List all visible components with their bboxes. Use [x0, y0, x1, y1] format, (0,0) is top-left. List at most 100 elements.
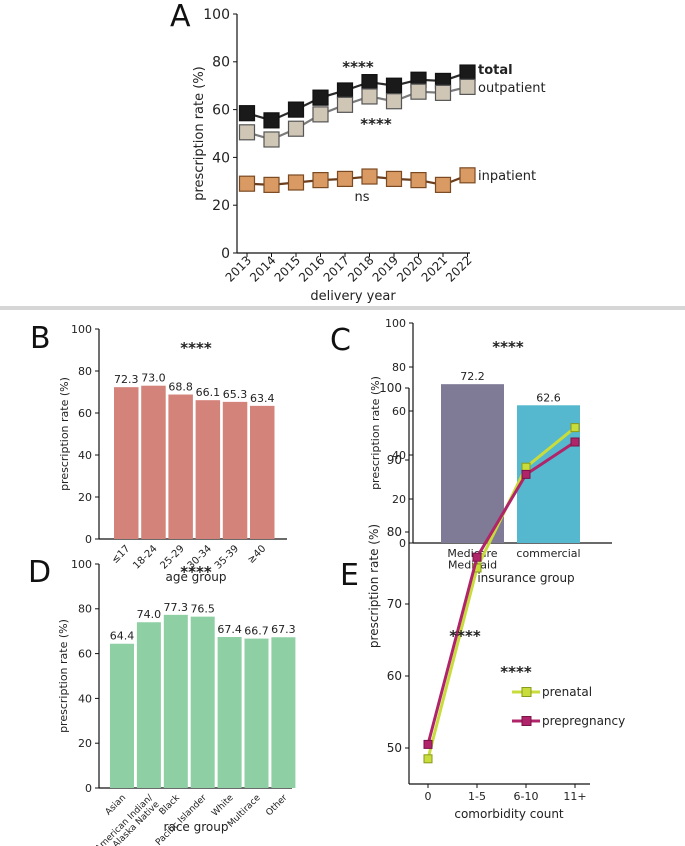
panel-a-x-tick-label: 2014: [247, 253, 278, 284]
panel-a-marker-outpatient: [263, 131, 280, 148]
panel-e-annotation: ****: [500, 663, 532, 681]
panel-a-marker-outpatient: [459, 78, 476, 95]
panel-d-data-label: 67.3: [271, 623, 296, 636]
panel-e-x-axis-label: comorbidity count: [454, 807, 564, 821]
panel-e-marker-prepregnancy: [472, 552, 482, 562]
panel-d-y-tick-label: 100: [71, 558, 92, 571]
panel-a-y-tick-label: 20: [212, 198, 230, 214]
panel-a-annotation: ****: [360, 115, 392, 133]
panel-e-legend-marker-prepregnancy: [521, 716, 532, 726]
panel-a-marker-inpatient: [361, 168, 378, 185]
panel-d-bar: [110, 643, 134, 788]
panel-letter-c: C: [330, 323, 351, 358]
panel-d-data-label: 67.4: [217, 623, 242, 636]
panel-d-x-tick-label: White: [210, 793, 236, 819]
panel-b-data-label: 66.1: [196, 386, 221, 399]
panel-letter-d: D: [28, 555, 51, 590]
panel-a-marker-inpatient: [238, 175, 256, 192]
panel-a-x-tick-label: 2018: [345, 253, 376, 284]
panel-c-annotation: ****: [492, 338, 524, 356]
panel-c-y-tick-label: 0: [399, 537, 406, 550]
panel-a-marker-outpatient: [336, 96, 354, 113]
panel-a-y-tick-label: 40: [212, 150, 230, 166]
panel-b-bar: [168, 394, 193, 539]
panel-c-y-tick-label: 80: [392, 361, 406, 374]
panel-b-data-label: 65.3: [223, 388, 248, 401]
panel-c-y-axis-label: prescription rate (%): [369, 376, 382, 490]
panel-d-bar: [271, 637, 296, 788]
panel-d-y-tick-label: 40: [78, 692, 92, 705]
panel-e-legend-marker-prenatal: [521, 687, 532, 697]
panel-a-x-tick-label: 2022: [443, 253, 474, 284]
panel-a-x-axis-label: delivery year: [310, 289, 396, 304]
panel-a-marker-inpatient: [336, 170, 354, 188]
panel-e-x-tick-label: 11+: [563, 790, 586, 803]
panel-e-annotation: ****: [449, 627, 481, 645]
panel-b-x-tick-label: ≥40: [246, 543, 269, 566]
panel-a-marker-total: [459, 64, 476, 81]
panel-a-line-inpatient: [246, 174, 468, 187]
panel-e-legend-label-prenatal: prenatal: [542, 685, 592, 699]
panel-d-bar: [163, 614, 188, 788]
panel-e-y-axis-label: prescription rate (%): [367, 524, 381, 648]
panel-b-y-axis-label: prescription rate (%): [58, 377, 71, 491]
panel-letter-b: B: [30, 321, 51, 356]
panel-c-y-tick-label: 100: [385, 317, 406, 330]
panel-a-y-tick-label: 80: [212, 55, 230, 71]
panel-e-y-tick-label: 70: [387, 597, 402, 611]
panel-a-y-tick-label: 100: [203, 7, 230, 23]
panel-a-marker-outpatient: [385, 93, 403, 110]
panel-a-marker-inpatient: [434, 176, 452, 193]
panel-d-bar: [190, 616, 215, 788]
panel-c-x-tick-label: commercial: [516, 547, 580, 560]
panel-c-y-tick-label: 40: [392, 449, 406, 462]
panel-a-x-tick-label: 2017: [321, 253, 352, 284]
panel-d-data-label: 74.0: [137, 608, 162, 621]
panel-a-y-tick-label: 0: [221, 246, 230, 262]
panel-a-x-tick-label: 2016: [296, 253, 327, 284]
panel-a-marker-total: [263, 112, 280, 129]
panel-a-marker-total: [312, 89, 329, 106]
panel-a-label-total: total: [478, 63, 513, 78]
panel-b-bar-chart: 0 20 40 60 80 100 prescription rate (%) 72.3 ≤17…: [58, 323, 287, 584]
panel-a-line-total: [246, 71, 468, 122]
panel-b-x-tick-label: ≤17: [110, 543, 133, 566]
panel-b-bar: [141, 385, 166, 539]
panel-b-bar: [195, 400, 221, 539]
panel-a-marker-outpatient: [434, 84, 452, 101]
panel-e-marker-prenatal: [570, 423, 580, 433]
panel-e-marker-prepregnancy: [570, 437, 580, 447]
panel-d-bar: [217, 637, 242, 788]
panel-d-y-tick-label: 80: [78, 603, 92, 616]
panel-b-x-tick-label: 35-39: [213, 543, 241, 571]
panel-e-y-tick-label: 80: [387, 525, 402, 539]
panel-a-marker-total: [361, 74, 378, 91]
panel-a-marker-outpatient: [312, 106, 329, 123]
panel-a-x-tick-label: 2020: [394, 253, 425, 284]
panel-e-legend-label-prepregnancy: prepregnancy: [542, 714, 625, 728]
panel-a-y-tick-label: 60: [212, 103, 230, 119]
panel-b-data-label: 68.8: [168, 381, 193, 394]
panel-c-y-tick-label: 20: [392, 493, 406, 506]
panel-a-annotation: ****: [342, 58, 374, 76]
panel-d-annotation: ****: [180, 563, 212, 581]
panel-d-y-tick-label: 60: [78, 647, 92, 660]
panel-b-data-label: 72.3: [114, 373, 139, 386]
panel-a-label-outpatient: outpatient: [478, 81, 546, 96]
panel-e-y-tick-label: 90: [387, 453, 402, 467]
panel-e-marker-prepregnancy: [423, 739, 433, 749]
panel-a-marker-outpatient: [238, 124, 256, 141]
panel-a-marker-outpatient: [410, 83, 427, 100]
panel-c-data-label: 72.2: [460, 370, 485, 383]
panel-b-y-tick-label: 80: [78, 365, 92, 378]
panel-c-bar: [441, 384, 504, 543]
panel-a-y-axis-label: prescription rate (%): [192, 66, 207, 201]
panel-e-y-tick-label: 100: [379, 381, 402, 395]
panel-a-line-outpatient: [246, 85, 468, 141]
panel-d-x-axis-label: race group: [164, 820, 229, 834]
panel-a-marker-outpatient: [287, 120, 305, 137]
panel-a-marker-outpatient: [361, 88, 378, 105]
panel-d-x-tick-label: Black: [158, 792, 183, 817]
